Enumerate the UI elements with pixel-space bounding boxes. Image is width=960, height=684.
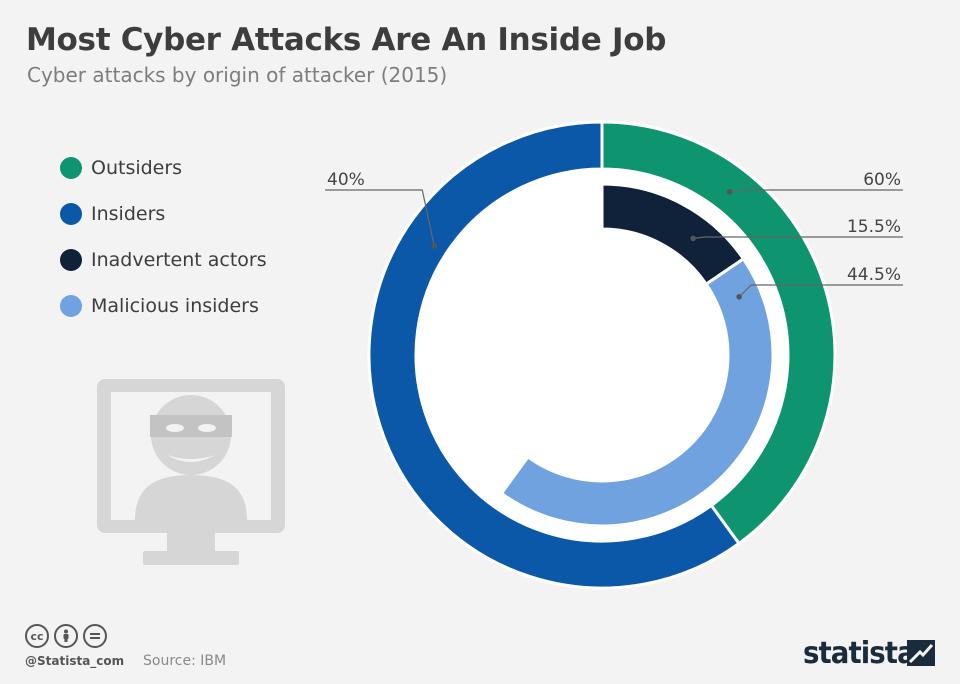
chart-title: Most Cyber Attacks Are An Inside Job (26, 22, 667, 58)
data-label-insiders: 60% (863, 170, 901, 190)
legend-item-insiders: Insiders (60, 191, 267, 237)
leader-line-insiders (729, 189, 903, 193)
statista-logo-text[interactable]: statista (803, 636, 916, 671)
leader-dot-malicious-insiders (736, 293, 742, 300)
legend-swatch-inadvertent-actors (60, 249, 82, 271)
legend-item-malicious-insiders: Malicious insiders (60, 283, 267, 329)
leader-line-malicious-insiders (738, 284, 903, 298)
attribution-icon[interactable] (54, 624, 78, 648)
right-eye (198, 424, 216, 432)
legend-label-outsiders: Outsiders (91, 157, 183, 179)
no-derivatives-icon[interactable] (83, 624, 107, 648)
leader-dot-outsiders (431, 243, 438, 249)
legend-item-inadvertent-actors: Inadvertent actors (60, 237, 267, 283)
legend-swatch-insiders (60, 203, 82, 225)
data-label-outsiders: 40% (327, 170, 365, 190)
donut-center (477, 230, 727, 480)
chart-subtitle: Cyber attacks by origin of attacker (201… (27, 63, 448, 87)
monitor-base (143, 551, 239, 565)
left-eye (166, 424, 184, 432)
slice-outsiders[interactable] (600, 120, 837, 546)
body-shape (135, 475, 247, 520)
hacker-monitor-icon (97, 379, 285, 565)
legend: Outsiders Insiders Inadvertent actors Ma… (60, 145, 267, 329)
statista-logo-icon[interactable] (907, 640, 935, 666)
legend-label-inadvertent-actors: Inadvertent actors (91, 249, 267, 271)
data-label-inadvertent-actors: 15.5% (847, 217, 901, 237)
data-label-malicious-insiders: 44.5% (847, 265, 901, 285)
cc-icon[interactable]: cc (25, 624, 49, 648)
legend-label-malicious-insiders: Malicious insiders (91, 295, 259, 317)
monitor-neck (167, 533, 215, 551)
mask-band (150, 415, 232, 437)
slice-malicious-insiders[interactable] (499, 256, 775, 528)
legend-swatch-outsiders (60, 157, 82, 179)
leader-line-outsiders (325, 189, 435, 247)
legend-label-insiders: Insiders (91, 203, 166, 225)
slice-insiders[interactable] (367, 120, 742, 590)
legend-item-outsiders: Outsiders (60, 145, 267, 191)
source-note: Source: IBM (143, 653, 227, 669)
leader-line-inadvertent-actors (693, 236, 903, 239)
legend-swatch-malicious-insiders (60, 295, 82, 317)
license-icons: cc (25, 624, 107, 648)
leader-dot-insiders (726, 189, 733, 195)
leader-dot-inadvertent-actors (690, 235, 696, 242)
statista-handle[interactable]: @Statista_com (25, 654, 125, 668)
grin (167, 455, 215, 462)
